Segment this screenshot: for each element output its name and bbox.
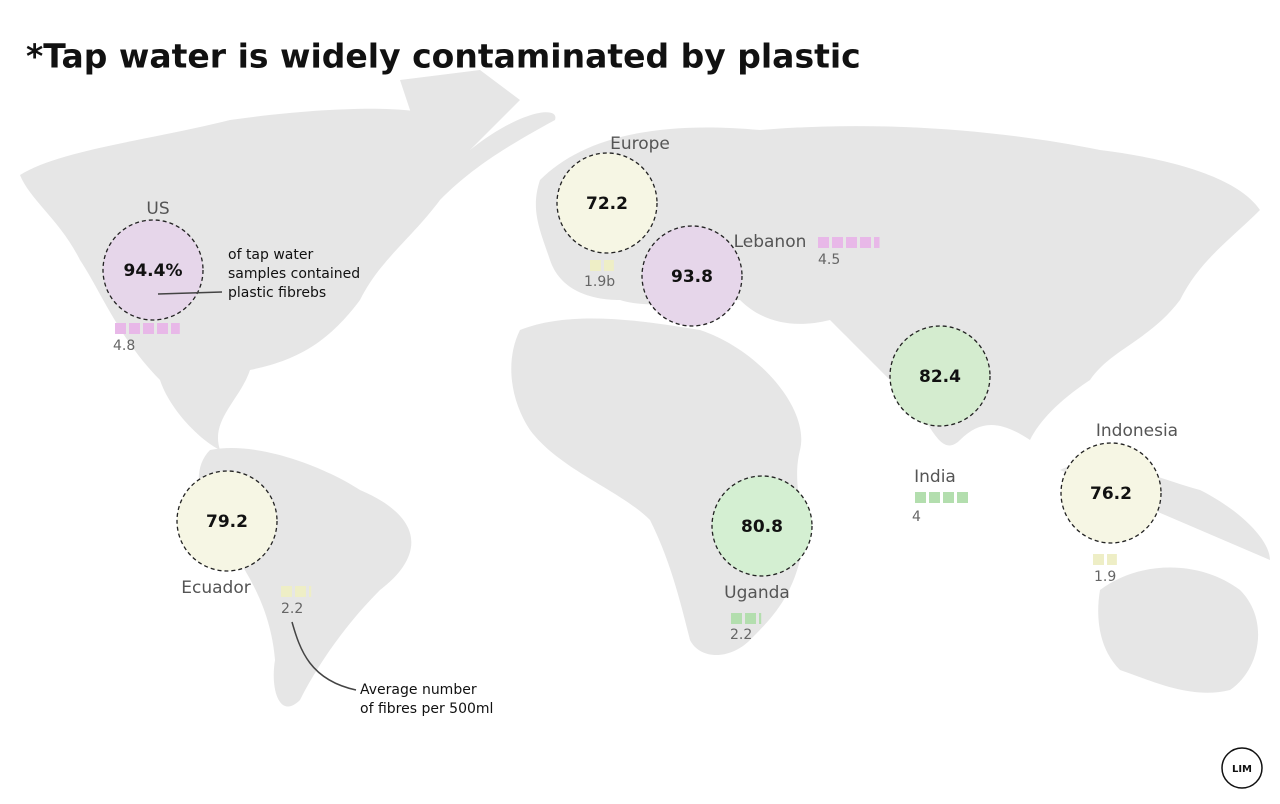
region-circle [641,225,743,327]
region-name: India [914,467,956,487]
region-name: Uganda [724,583,790,603]
fibre-label: 2.2 [730,627,752,643]
region-share: 94.4% [124,261,183,281]
region-name: Ecuador [181,578,250,598]
fibre-pointer [291,621,357,691]
fibre-label: 2.2 [281,601,303,617]
fibre-square [171,323,180,334]
fibre-square [281,586,292,597]
fibre-square [1093,554,1104,565]
region-share: 82.4 [919,367,961,387]
region-circle [711,475,813,577]
regions: 94.4% US 4.8 72.2 Europe 1.9b 93.8 Lebanon 4.5 82… [102,134,1178,643]
fibre-label: 4 [912,509,921,525]
fibre-label: 4.8 [113,338,135,354]
fibre-label: 4.5 [818,252,840,268]
fibre-square [157,323,168,334]
region-circle [102,219,204,321]
fibre-square [129,323,140,334]
fibre-square [1107,554,1117,565]
fibre-square [115,323,126,334]
region-name: Lebanon [734,232,807,252]
fibre-square [604,260,614,271]
fibre-note-line: of fibres per 500ml [360,701,493,717]
fibre-square [295,586,306,597]
fibre-square [590,260,601,271]
region-circle [176,470,278,572]
fibre-square [860,237,871,248]
fibre-square [929,492,940,503]
region-circle [556,152,658,254]
share-note-line: samples contained [228,266,360,282]
region-name: Indonesia [1096,421,1178,441]
region-share: 72.2 [586,194,628,214]
region-circle [1060,442,1162,544]
logo: LIM [1232,764,1252,775]
share-pointer [157,291,223,295]
fibre-square [745,613,756,624]
fibre-square [143,323,154,334]
fibre-note-line: Average number [360,682,477,698]
fibre-square [731,613,742,624]
fibre-square [846,237,857,248]
region-share: 80.8 [741,517,783,537]
fibre-square [309,586,312,597]
share-note-line: of tap water [228,247,313,263]
region-share: 93.8 [671,267,713,287]
fibre-square [818,237,829,248]
fibre-square [874,237,880,248]
world-map [20,70,1270,707]
title: *Tap water is widely contaminated by pla… [26,37,861,76]
region-name: Europe [610,134,670,154]
logo-ring [1221,747,1263,789]
fibre-square [759,613,762,624]
fibre-label: 1.9 [1094,569,1116,585]
fibre-square [915,492,926,503]
region-share: 79.2 [206,512,248,532]
fibre-label: 1.9b [584,274,615,290]
fibre-square [832,237,843,248]
region-share: 76.2 [1090,484,1132,504]
fibre-square [943,492,954,503]
region-circle [889,325,991,427]
fibre-square [957,492,968,503]
share-note-line: plastic fibrebs [228,285,326,301]
region-name: US [146,199,169,219]
